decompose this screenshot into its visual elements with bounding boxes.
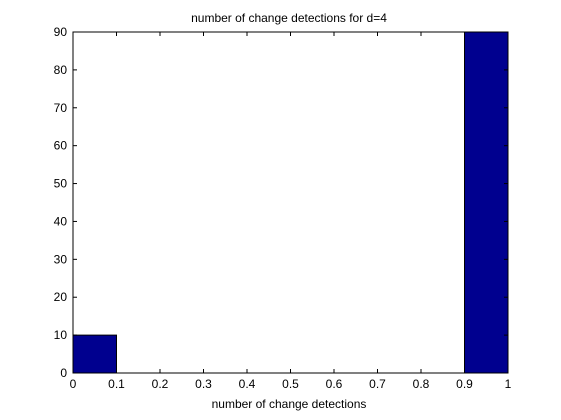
- x-tick-label-3: 0.3: [195, 377, 212, 391]
- y-tick-label-4: 40: [54, 214, 68, 228]
- x-tick-label-6: 0.6: [326, 377, 343, 391]
- y-tick-label-8: 80: [54, 63, 68, 77]
- y-tick-label-3: 30: [54, 252, 68, 266]
- x-tick-label-8: 0.8: [413, 377, 430, 391]
- x-tick-label-0: 0: [70, 377, 77, 391]
- x-tick-label-5: 0.5: [282, 377, 299, 391]
- y-tick-label-6: 60: [54, 139, 68, 153]
- y-tick-label-2: 20: [54, 290, 68, 304]
- plot-area: 0 0.1 0.2 0.3 0.4 0.5 0.6 0.7 0.8 0.9 101020304050…: [54, 25, 512, 391]
- y-tick-label-9: 90: [54, 25, 68, 39]
- bar-0: [72, 334, 117, 374]
- x-tick-label-7: 0.7: [369, 377, 386, 391]
- x-axis-label: number of change detections: [212, 397, 367, 411]
- x-tick-label-9: 0.9: [456, 377, 473, 391]
- x-tick-label-2: 0.2: [152, 377, 169, 391]
- y-tick-label-1: 10: [54, 328, 68, 342]
- x-tick-label-10: 1: [505, 377, 512, 391]
- chart-title: number of change detections for d=4: [191, 11, 387, 25]
- x-tick-label-1: 0.1: [108, 377, 125, 391]
- y-tick-label-7: 70: [54, 101, 68, 115]
- plot-background: [73, 32, 508, 373]
- y-tick-label-0: 0: [60, 366, 67, 380]
- bar-1: [464, 31, 509, 374]
- x-tick-label-4: 0.4: [239, 377, 256, 391]
- y-tick-label-5: 50: [54, 177, 68, 191]
